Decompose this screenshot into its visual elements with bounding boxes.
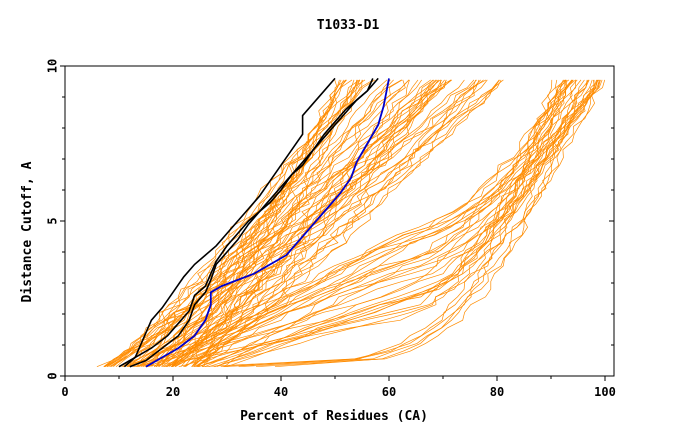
background-model-line — [201, 79, 588, 368]
background-model-line — [153, 79, 394, 367]
background-model-line — [238, 79, 574, 368]
x-tick-label: 100 — [594, 385, 616, 399]
background-model-line — [196, 79, 502, 367]
background-model-line — [171, 79, 358, 367]
background-model-line — [126, 79, 590, 368]
background-model-line — [165, 79, 447, 368]
background-model-line — [104, 79, 347, 367]
background-model-line — [184, 79, 595, 368]
background-model-line — [111, 79, 422, 368]
background-model-line — [138, 79, 600, 368]
background-model-line — [104, 79, 364, 368]
background-model-line — [154, 79, 346, 367]
highlight-model-line — [123, 77, 336, 368]
background-model-line — [172, 79, 599, 368]
background-model-line — [183, 79, 488, 368]
background-model-line — [126, 79, 452, 367]
y-axis-label: Distance Cutoff, A — [20, 161, 35, 302]
x-tick-label: 80 — [490, 385, 504, 399]
background-model-line — [191, 79, 452, 367]
background-model-line — [178, 79, 606, 368]
background-model-line — [175, 79, 500, 367]
background-model-line — [223, 79, 558, 368]
background-model-line — [115, 79, 410, 367]
background-model-line — [146, 79, 588, 368]
background-model-line — [103, 79, 410, 367]
background-model-line — [118, 79, 500, 368]
x-axis-label: Percent of Residues (CA) — [240, 409, 428, 424]
background-model-line — [220, 79, 567, 368]
background-model-line — [148, 79, 574, 368]
background-model-line — [180, 79, 577, 367]
background-model-line — [216, 79, 573, 368]
background-model-lines — [96, 79, 606, 368]
background-model-line — [155, 79, 600, 368]
y-tick-label: 10 — [46, 59, 60, 73]
background-model-line — [164, 79, 573, 368]
background-model-line — [197, 79, 590, 368]
background-model-line — [138, 79, 477, 368]
background-model-line — [141, 79, 442, 368]
background-model-line — [103, 79, 402, 367]
background-model-line — [137, 79, 465, 367]
background-model-line — [274, 79, 553, 368]
background-model-line — [194, 79, 593, 368]
background-model-line — [107, 79, 475, 367]
chart-title: T1033-D1 — [317, 18, 380, 33]
reference-model-line — [145, 78, 390, 368]
y-tick-label: 5 — [46, 217, 60, 224]
highlight-model-line — [118, 78, 374, 368]
x-tick-label: 40 — [274, 385, 288, 399]
x-tick-label: 0 — [61, 385, 68, 399]
x-tick-label: 60 — [382, 385, 396, 399]
background-model-line — [166, 79, 600, 368]
background-model-line — [142, 79, 432, 368]
background-model-line — [208, 79, 603, 368]
background-model-line — [255, 79, 582, 368]
background-model-line — [161, 79, 347, 367]
background-model-line — [144, 79, 566, 368]
background-model-line — [171, 79, 442, 367]
highlight-model-lines — [118, 77, 379, 368]
background-model-line — [213, 79, 566, 368]
y-axis-ticks: 0 5 10 — [46, 59, 614, 380]
background-model-line — [224, 79, 567, 367]
background-model-line — [169, 79, 480, 367]
background-model-line — [226, 79, 568, 368]
x-axis-ticks: 0 20 40 60 80 100 — [61, 376, 616, 399]
background-model-line — [155, 79, 439, 368]
background-model-line — [203, 79, 361, 367]
highlight-model-line — [129, 77, 379, 368]
background-model-line — [134, 79, 601, 368]
reference-model-line — [145, 78, 390, 368]
background-model-line — [170, 79, 419, 367]
background-model-line — [113, 79, 366, 367]
background-model-line — [126, 79, 388, 367]
x-tick-label: 20 — [166, 385, 180, 399]
background-model-line — [136, 79, 504, 368]
y-tick-label: 0 — [46, 372, 60, 379]
background-model-line — [201, 79, 477, 367]
background-model-line — [151, 79, 355, 367]
